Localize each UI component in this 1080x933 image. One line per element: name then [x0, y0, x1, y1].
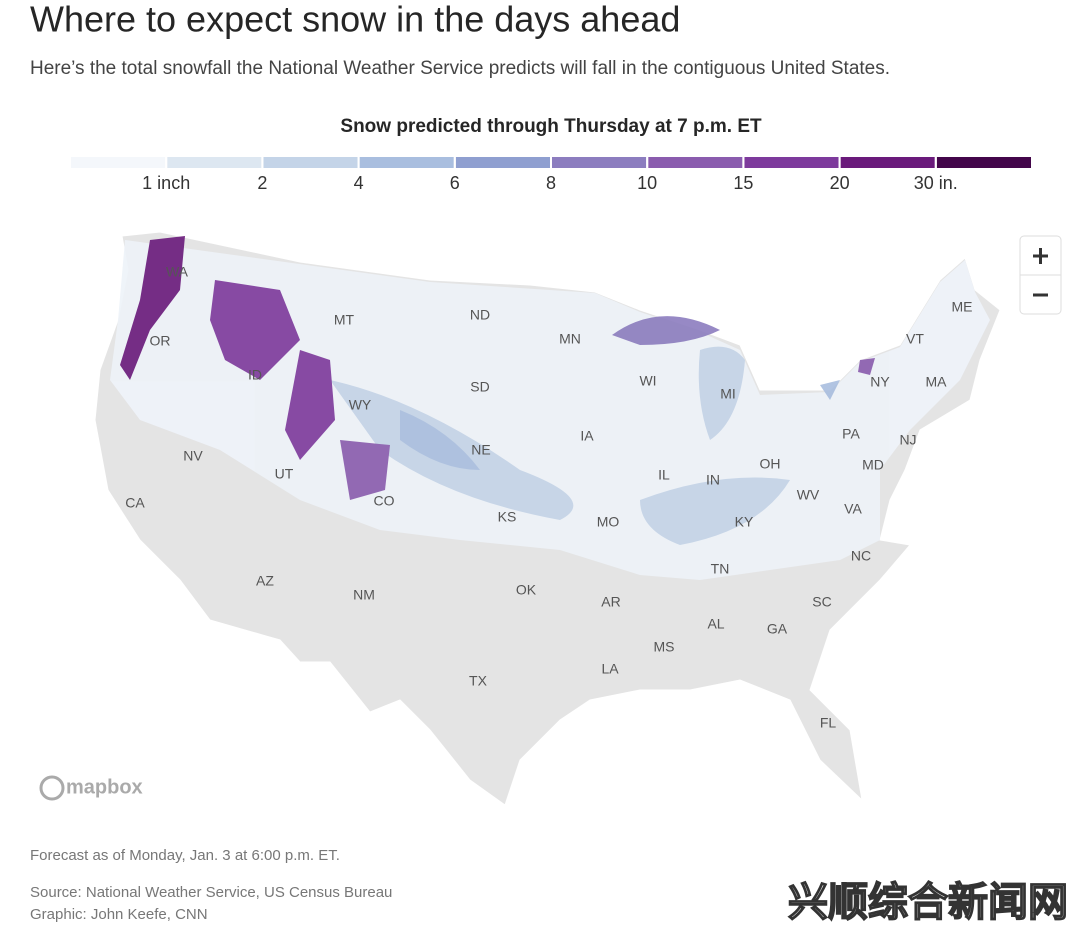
state-label: AZ — [256, 573, 274, 589]
state-label: CA — [125, 495, 145, 511]
state-label: MI — [720, 386, 736, 402]
state-label: NE — [471, 442, 490, 458]
state-label: NJ — [899, 432, 916, 448]
state-labels: WA OR ID MT WY NV UT CA AZ CO NM ND SD NE KS OK TX MN IA MO… — [125, 264, 972, 731]
state-label: MN — [559, 331, 581, 347]
state-label: TN — [711, 561, 730, 577]
state-label: CO — [374, 493, 395, 509]
watermark: 兴顺综合新闻网 — [788, 881, 1068, 925]
state-label: OR — [150, 333, 171, 349]
credit: Graphic: John Keefe, CNN — [30, 906, 208, 923]
title: Where to expect snow in the days ahead — [30, 0, 680, 40]
legend-label: 2 — [257, 173, 267, 193]
legend-swatch — [359, 157, 454, 168]
legend-label: 8 — [546, 173, 556, 193]
legend-label: 20 — [830, 173, 850, 193]
legend-swatch — [552, 157, 647, 168]
legend-swatch — [263, 157, 358, 168]
state-label: PA — [842, 426, 860, 442]
state-label: WA — [166, 264, 189, 280]
state-label: AR — [601, 594, 620, 610]
mapbox-logo: mapbox — [66, 776, 143, 798]
legend-swatch — [744, 157, 839, 168]
legend-label: 30 in. — [914, 173, 958, 193]
state-label: IN — [706, 472, 720, 488]
legend-label: 6 — [450, 173, 460, 193]
legend-swatch — [840, 157, 935, 168]
state-label: NY — [870, 374, 890, 390]
legend-swatch — [455, 157, 550, 168]
state-label: ME — [952, 299, 973, 315]
state-label: IA — [580, 428, 594, 444]
legend: 1 inch 2 4 6 8 10 15 20 30 in. — [71, 157, 1031, 193]
legend-swatch — [167, 157, 262, 168]
forecast-note: Forecast as of Monday, Jan. 3 at 6:00 p.… — [30, 847, 340, 864]
legend-label: 4 — [354, 173, 364, 193]
legend-label: 10 — [637, 173, 657, 193]
state-label: KY — [735, 514, 754, 530]
state-label: TX — [469, 673, 488, 689]
state-label: WY — [349, 397, 372, 413]
state-label: SD — [470, 379, 489, 395]
state-label: NM — [353, 587, 375, 603]
state-label: GA — [767, 621, 788, 637]
snow-cover — [110, 236, 990, 580]
state-label: WI — [639, 373, 656, 389]
state-label: NV — [183, 448, 203, 464]
subtitle: Here’s the total snowfall the National W… — [30, 58, 890, 79]
state-label: ND — [470, 307, 490, 323]
state-label: MT — [334, 312, 355, 328]
legend-swatch — [648, 157, 743, 168]
state-label: MD — [862, 457, 884, 473]
state-label: FL — [820, 715, 837, 731]
zoom-controls — [1019, 235, 1062, 315]
state-label: ID — [248, 367, 262, 383]
source: Source: National Weather Service, US Cen… — [30, 884, 392, 901]
state-label: VT — [906, 331, 924, 347]
state-label: IL — [658, 467, 670, 483]
state-label: OH — [760, 456, 781, 472]
legend-label: 1 inch — [142, 173, 190, 193]
state-label: WV — [797, 487, 820, 503]
legend-swatch — [71, 157, 166, 168]
state-label: UT — [275, 466, 294, 482]
state-label: OK — [516, 582, 537, 598]
legend-swatch — [936, 157, 1031, 168]
state-label: MA — [926, 374, 948, 390]
mapbox-icon — [39, 775, 65, 801]
state-label: NC — [851, 548, 871, 564]
state-label: VA — [844, 501, 862, 517]
zoom-in[interactable] — [1033, 248, 1048, 264]
state-label: KS — [498, 509, 517, 525]
map: WA OR ID MT WY NV UT CA AZ CO NM ND SD NE KS OK TX MN IA MO… — [39, 231, 1001, 806]
state-label: AL — [707, 616, 724, 632]
state-label: SC — [812, 594, 831, 610]
state-label: MS — [654, 639, 675, 655]
legend-title: Snow predicted through Thursday at 7 p.m… — [340, 116, 762, 137]
state-label: MO — [597, 514, 620, 530]
state-label: LA — [601, 661, 619, 677]
legend-label: 15 — [733, 173, 753, 193]
